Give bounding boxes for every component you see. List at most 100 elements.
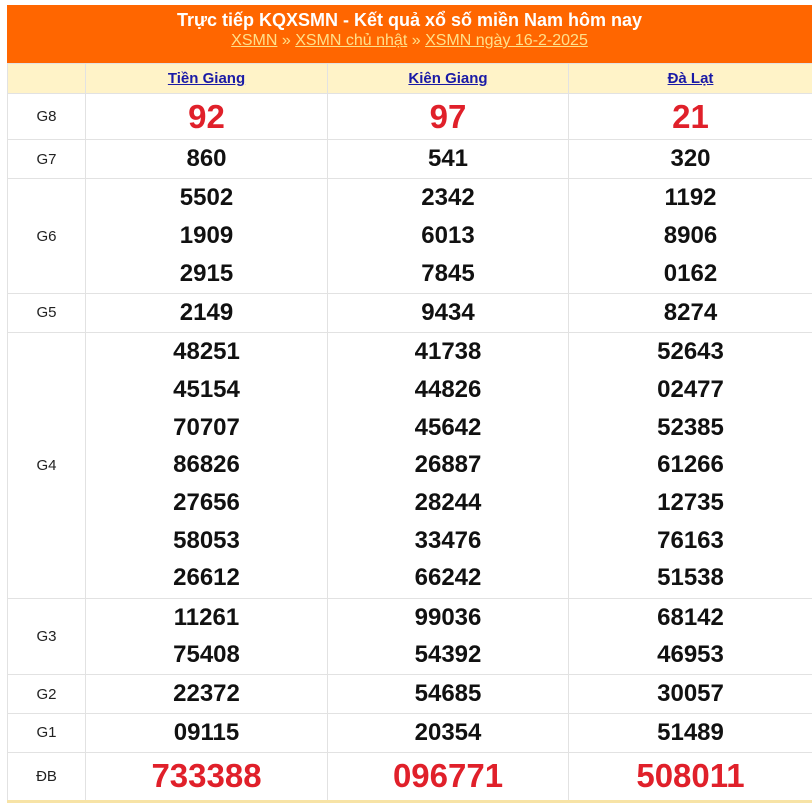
result-cell: 541 xyxy=(327,139,569,179)
result-cell: 1192 8906 0162 xyxy=(568,178,812,294)
result-cell: 22372 xyxy=(85,674,328,715)
province-link-da-lat[interactable]: Đà Lạt xyxy=(667,70,714,87)
result-number: 26887 xyxy=(414,451,482,479)
result-number: 12735 xyxy=(657,489,724,517)
result-cell: 52643 02477 52385 61266 12735 76163 51538 xyxy=(568,331,812,599)
result-number: 096771 xyxy=(392,757,504,795)
page-title: Trực tiếp KQXSMN - Kết quả xổ số miền Na… xyxy=(176,10,643,30)
result-number: 58053 xyxy=(173,526,240,554)
province-link-kien-giang[interactable]: Kiên Giang xyxy=(408,70,488,87)
result-number: 20354 xyxy=(414,719,482,747)
prize-label: ĐB xyxy=(7,751,86,803)
result-number: 52385 xyxy=(657,413,724,441)
prize-label: G1 xyxy=(7,713,86,753)
result-cell: 860 xyxy=(85,139,328,179)
prize-row-g4: G4 48251 45154 70707 86826 27656 58053 26612 417… xyxy=(7,331,812,599)
result-cell: 096771 xyxy=(327,751,569,803)
prize-label: G8 xyxy=(7,93,86,140)
result-cell: 48251 45154 70707 86826 27656 58053 26612 xyxy=(85,331,328,599)
result-number: 320 xyxy=(670,145,711,173)
result-number: 68142 xyxy=(657,603,724,631)
prize-row-đb: ĐB 733388 096771 508011 xyxy=(7,751,812,803)
province-link-tien-giang[interactable]: Tiền Giang xyxy=(167,70,246,87)
result-cell: 2149 xyxy=(85,293,328,333)
result-cell: 68142 46953 xyxy=(568,597,812,676)
result-number: 1192 xyxy=(664,184,717,212)
result-number: 66242 xyxy=(414,564,482,592)
result-number: 45642 xyxy=(414,413,482,441)
result-number: 11261 xyxy=(173,603,240,631)
result-number: 8274 xyxy=(663,299,718,326)
result-cell: 20354 xyxy=(327,713,569,753)
result-number: 45154 xyxy=(173,375,240,403)
result-cell: 97 xyxy=(327,93,569,140)
result-cell: 21 xyxy=(568,93,812,140)
result-number: 54392 xyxy=(414,641,482,669)
result-cell: 41738 44826 45642 26887 28244 33476 66242 xyxy=(327,331,569,599)
result-number: 1909 xyxy=(179,222,234,250)
result-number: 22372 xyxy=(173,680,240,708)
prize-row-g7: G7 860 541 320 xyxy=(7,139,812,179)
breadcrumb-xsmn-date[interactable]: XSMN ngày 16-2-2025 xyxy=(425,32,588,49)
result-number: 75408 xyxy=(173,641,240,669)
province-header-row: Tiền Giang Kiên Giang Đà Lạt xyxy=(7,63,812,94)
result-cell: 30057 xyxy=(568,674,812,715)
result-cell: 5502 1909 2915 xyxy=(85,178,328,294)
breadcrumb: XSMN » XSMN chủ nhật » XSMN ngày 16-2-20… xyxy=(7,31,812,51)
result-number: 33476 xyxy=(414,526,482,554)
result-cell: 54685 xyxy=(327,674,569,715)
results-header: Trực tiếp KQXSMN - Kết quả xổ số miền Na… xyxy=(7,5,812,63)
result-cell: 508011 xyxy=(568,751,812,803)
prize-row-g1: G1 09115 20354 51489 xyxy=(7,713,812,753)
result-number: 860 xyxy=(186,145,227,173)
result-number: 76163 xyxy=(657,526,724,554)
result-number: 28244 xyxy=(414,489,482,517)
result-number: 51538 xyxy=(657,564,724,592)
prize-row-g8: G8 92 97 21 xyxy=(7,93,812,140)
result-number: 99036 xyxy=(414,603,482,631)
result-number: 508011 xyxy=(636,757,745,795)
result-number: 92 xyxy=(188,97,225,135)
breadcrumb-separator: » xyxy=(411,32,421,49)
prize-row-g6: G6 5502 1909 2915 2342 6013 7845 1192 8906 0162 xyxy=(7,178,812,294)
prize-row-g5: G5 2149 9434 8274 xyxy=(7,293,812,333)
prize-row-g2: G2 22372 54685 30057 xyxy=(7,674,812,715)
prize-label: G4 xyxy=(7,331,86,599)
result-number: 7845 xyxy=(421,259,475,287)
breadcrumb-separator: » xyxy=(281,32,291,49)
result-number: 97 xyxy=(429,97,467,135)
result-number: 8906 xyxy=(663,222,718,250)
result-cell: 8274 xyxy=(568,293,812,333)
breadcrumb-xsmn[interactable]: XSMN xyxy=(231,32,278,49)
result-number: 51489 xyxy=(657,719,724,747)
result-cell: 11261 75408 xyxy=(85,597,328,676)
result-number: 02477 xyxy=(657,375,724,403)
results-table: Tiền Giang Kiên Giang Đà Lạt G8 92 97 21 G7 8… xyxy=(7,63,812,803)
result-number: 86826 xyxy=(173,451,240,479)
result-number: 21 xyxy=(672,97,709,135)
result-cell: 99036 54392 xyxy=(327,597,569,676)
prize-label: G5 xyxy=(7,293,86,333)
prize-label: G7 xyxy=(7,139,86,179)
result-number: 2342 xyxy=(421,184,475,212)
result-number: 09115 xyxy=(173,719,240,747)
prize-label: G3 xyxy=(7,597,86,676)
result-number: 44826 xyxy=(414,375,482,403)
results-widget: Trực tiếp KQXSMN - Kết quả xổ số miền Na… xyxy=(7,5,812,803)
result-number: 541 xyxy=(427,145,469,173)
result-cell: 733388 xyxy=(85,751,328,803)
result-number: 30057 xyxy=(657,680,724,708)
prize-label: G2 xyxy=(7,674,86,715)
breadcrumb-xsmn-sunday[interactable]: XSMN chủ nhật xyxy=(295,32,408,49)
prize-row-g3: G3 11261 75408 99036 54392 68142 46953 xyxy=(7,597,812,676)
result-number: 2915 xyxy=(179,259,234,287)
result-number: 9434 xyxy=(421,299,475,326)
result-number: 5502 xyxy=(179,184,234,212)
result-cell: 320 xyxy=(568,139,812,179)
result-number: 733388 xyxy=(151,757,262,795)
result-cell: 2342 6013 7845 xyxy=(327,178,569,294)
result-number: 27656 xyxy=(173,489,240,517)
result-number: 52643 xyxy=(657,338,724,366)
result-cell: 9434 xyxy=(327,293,569,333)
prize-label: G6 xyxy=(7,178,86,294)
